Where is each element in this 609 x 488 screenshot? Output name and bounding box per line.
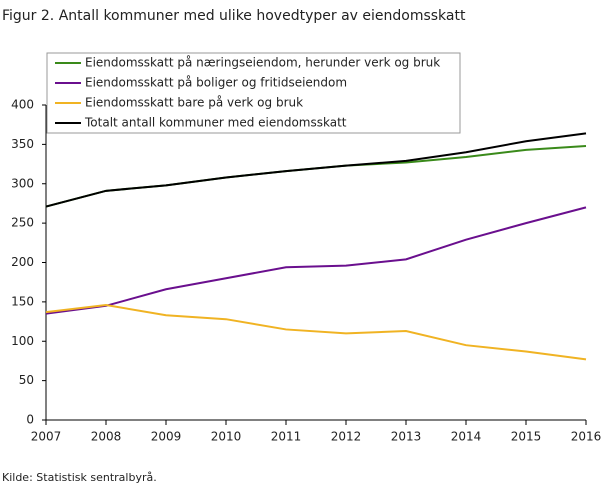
line (45, 206, 587, 315)
x-tick-label: 2011 (271, 430, 302, 444)
source: Kilde: Statistisk sentralbyrå. (2, 471, 157, 484)
x-tick-label: 2010 (211, 430, 242, 444)
line (45, 144, 587, 208)
y-tick-label: 350 (11, 137, 34, 151)
x-tick-label: 2014 (451, 430, 482, 444)
x-tick-label: 2016 (571, 430, 602, 444)
x-tick-label: 2007 (31, 430, 62, 444)
chart-title: Figur 2. Antall kommuner med ulike hoved… (2, 8, 466, 24)
y-tick-label: 150 (11, 294, 34, 308)
line (45, 304, 587, 361)
x-tick-label: 2015 (511, 430, 542, 444)
legend-label: Eiendomsskatt på boliger og fritidseiend… (85, 76, 347, 90)
y-tick-label: 100 (11, 334, 34, 348)
y-tick-label: 400 (11, 98, 34, 112)
x-tick-label: 2013 (391, 430, 422, 444)
legend-label: Totalt antall kommuner med eiendomsskatt (84, 116, 347, 130)
x-tick-label: 2012 (331, 430, 362, 444)
x-tick-label: 2009 (151, 430, 182, 444)
y-tick-label: 300 (11, 176, 34, 190)
legend-label: Eiendomsskatt på næringseiendom, herunde… (85, 56, 440, 70)
line (45, 132, 587, 208)
y-tick-label: 250 (11, 216, 34, 230)
y-tick-label: 0 (26, 413, 34, 427)
y-tick-label: 50 (19, 373, 34, 387)
y-tick-label: 200 (11, 255, 34, 269)
legend-box (46, 52, 461, 134)
legend-label: Eiendomsskatt bare på verk og bruk (85, 96, 303, 110)
x-tick-label: 2008 (91, 430, 122, 444)
